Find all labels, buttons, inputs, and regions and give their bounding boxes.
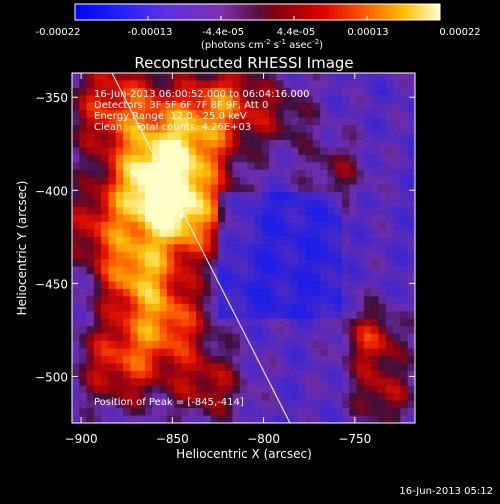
plot-timestamp: 16-Jun-2013 05:12 [399,486,493,497]
y-tick-label: −350 [35,91,68,105]
x-axis-label: Heliocentric X (arcsec) [176,447,312,461]
colorbar-units: (photons cm-2 s-1 asec-2) [201,38,323,51]
colorbar-tick-label: 0.00022 [439,27,480,38]
x-tick-label: −850 [156,432,189,446]
y-tick-label: −500 [35,370,68,384]
annotation-time-range: 16-Jun-2013 06:00:52.000 to 06:04:16.000 [94,89,310,100]
heatmap-image [72,73,415,423]
chart-title: Reconstructed RHESSI Image [134,54,353,72]
peak-position-label: Position of Peak = [-845,-414] [94,397,244,408]
solar-limb-line [111,72,291,424]
colorbar [74,3,441,21]
colorbar-tick-label: 4.4e-05 [277,27,315,38]
colorbar-tick-label: -0.00022 [36,27,81,38]
annotation-detectors: Detectors: 3F 5F 6F 7F 8F 9F, Att 0 [94,100,268,111]
colorbar-ticks [74,16,441,20]
plot-frame [71,72,416,424]
x-tick-label: −750 [338,432,371,446]
y-axis-label: Heliocentric Y (arcsec) [15,181,29,316]
x-tick-label: −900 [65,432,98,446]
annotation-counts: Clean Total counts: 4.26E+03 [94,122,251,133]
colorbar-tick-label: -0.00013 [128,27,173,38]
colorbar-tick-label: 0.00013 [347,27,388,38]
peak-marker [179,214,184,219]
colorbar-tick-label: -4.4e-05 [202,27,244,38]
y-tick-label: −400 [35,184,68,198]
axis-ticks: −900 −850 −800 −750 −350 −400 −450 −500 [35,73,415,446]
y-tick-label: −450 [35,277,68,291]
x-tick-label: −800 [247,432,280,446]
annotation-energy-range: Energy Range: 12.0 - 25.0 keV [94,111,247,122]
